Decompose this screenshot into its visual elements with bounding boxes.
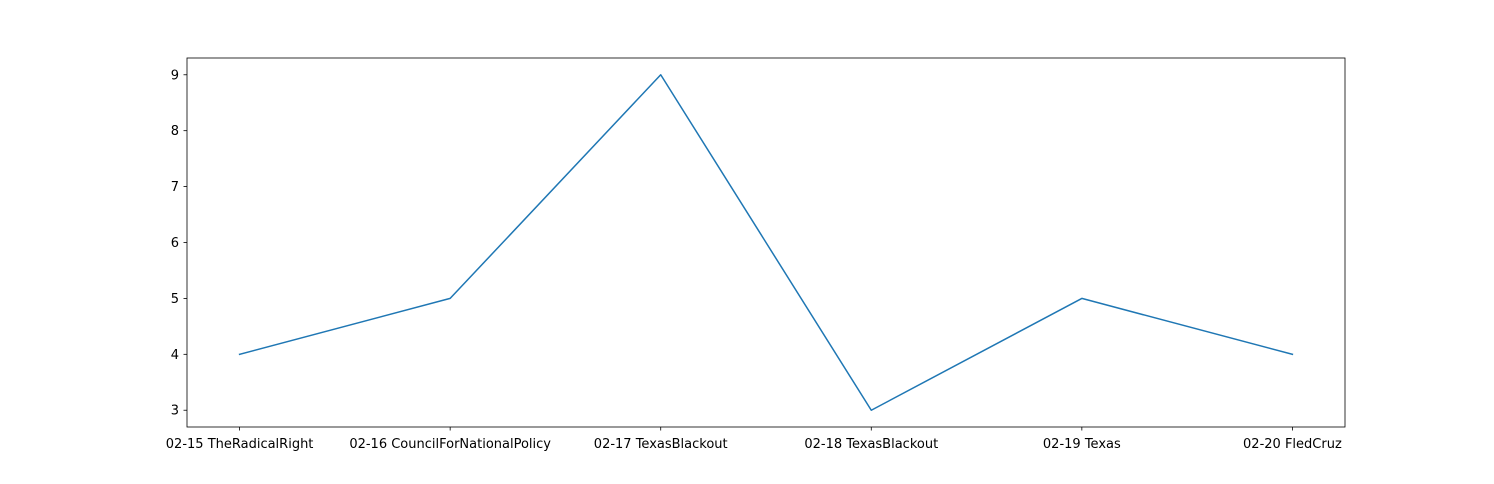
x-tick-label: 02-20 FledCruz bbox=[1243, 437, 1342, 452]
x-tick-label: 02-19 Texas bbox=[1043, 437, 1121, 452]
y-tick-label: 9 bbox=[171, 68, 179, 83]
y-tick-label: 6 bbox=[171, 236, 179, 251]
y-tick-label: 4 bbox=[171, 348, 179, 363]
x-tick-label: 02-17 TexasBlackout bbox=[594, 437, 728, 452]
x-tick-label: 02-15 TheRadicalRight bbox=[166, 437, 314, 452]
y-tick-label: 8 bbox=[171, 124, 179, 139]
series-line-0 bbox=[238, 74, 1294, 411]
y-tick-label: 3 bbox=[171, 404, 179, 419]
x-tick-label: 02-18 TexasBlackout bbox=[804, 437, 938, 452]
y-tick-label: 5 bbox=[171, 292, 179, 307]
y-tick-label: 7 bbox=[171, 180, 179, 195]
x-tick-label: 02-16 CouncilForNationalPolicy bbox=[349, 437, 551, 452]
